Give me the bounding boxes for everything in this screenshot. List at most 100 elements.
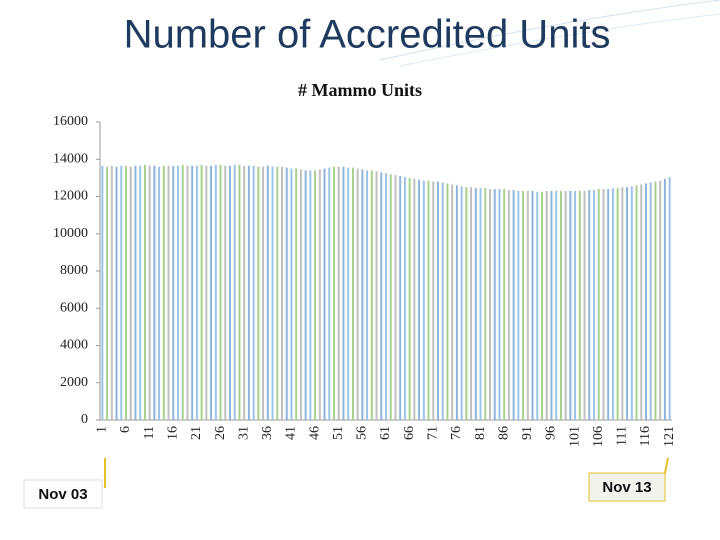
y-tick-label: 2000 (60, 375, 88, 390)
bar (635, 185, 638, 420)
bar (328, 167, 331, 420)
annotation: Nov 03 (38, 486, 87, 503)
bar (645, 183, 647, 420)
bar (181, 164, 184, 420)
x-tick-label: 71 (425, 426, 440, 440)
y-tick-label: 4000 (60, 338, 88, 353)
bar (385, 173, 387, 420)
x-tick-label: 1 (95, 426, 110, 433)
bar (451, 184, 454, 420)
bar (408, 177, 411, 420)
decor (379, 0, 720, 61)
x-tick-label: 81 (473, 426, 488, 440)
slide-title: Number of Accredited Units (124, 13, 611, 57)
x-tick-label: 76 (449, 426, 464, 440)
bar (663, 178, 666, 420)
bar (266, 165, 269, 420)
bar (517, 190, 520, 420)
bar (276, 166, 279, 420)
y-tick-label: 10000 (53, 226, 88, 241)
bar (257, 166, 260, 420)
bar (224, 165, 227, 420)
bar (162, 165, 165, 420)
bar (356, 168, 359, 420)
bar (148, 165, 151, 420)
bar (668, 176, 671, 420)
bar (186, 165, 189, 420)
bar (432, 181, 435, 420)
bar (422, 180, 425, 420)
x-tick-label: 11 (142, 426, 157, 439)
decor (399, 13, 720, 67)
x-tick-label: 116 (638, 426, 653, 446)
bar (281, 166, 283, 420)
x-tick-label: 101 (567, 426, 582, 447)
y-tick-label: 12000 (53, 189, 88, 204)
bar (479, 188, 482, 420)
x-tick-label: 96 (544, 426, 559, 440)
bar (460, 186, 463, 420)
bar (375, 171, 378, 420)
chart-title: # Mammo Units (298, 80, 422, 100)
x-tick-label: 36 (260, 426, 275, 440)
bar (200, 164, 203, 420)
x-tick-label: 56 (355, 426, 370, 440)
bar (597, 189, 600, 420)
y-tick-label: 0 (81, 412, 88, 427)
bar (370, 170, 373, 420)
bar (115, 166, 118, 420)
bar (351, 167, 354, 420)
x-tick-label: 61 (378, 426, 393, 440)
y-tick-label: 16000 (53, 114, 88, 129)
bar (574, 190, 577, 420)
bar (318, 169, 321, 420)
bar (403, 176, 406, 420)
bar (427, 180, 430, 420)
bar (389, 174, 392, 420)
annotation-box (23, 479, 103, 509)
bar (659, 180, 662, 420)
bar (129, 166, 132, 420)
bar (621, 187, 624, 420)
y-tick-label: 6000 (60, 300, 88, 315)
bar (611, 188, 614, 420)
x-tick-label: 41 (284, 426, 299, 440)
bar (413, 178, 416, 420)
bar (503, 189, 506, 420)
bar (493, 189, 496, 420)
bar (489, 189, 491, 420)
bar (578, 190, 581, 420)
bar (437, 181, 439, 420)
x-tick-label: 111 (615, 426, 630, 446)
x-tick-label: 46 (307, 426, 322, 440)
bar (333, 166, 335, 420)
bar (139, 165, 142, 420)
bar (290, 168, 293, 420)
bar (455, 185, 458, 420)
bar (654, 181, 657, 420)
bar (541, 191, 543, 420)
bar (593, 189, 595, 420)
bar (110, 165, 113, 420)
x-tick-label: 26 (213, 426, 228, 440)
bar (247, 165, 250, 420)
bar (602, 189, 605, 420)
bar (394, 175, 397, 420)
bar (564, 190, 567, 420)
bar (125, 165, 127, 420)
x-tick-label: 51 (331, 426, 346, 440)
annotation-box (588, 472, 666, 502)
bar (238, 164, 241, 420)
bar (210, 165, 213, 420)
bar (446, 183, 449, 420)
x-tick-label: 16 (165, 426, 180, 440)
bar (158, 166, 161, 420)
bar (342, 166, 345, 420)
bar (285, 167, 288, 420)
bar (167, 165, 170, 420)
bar (304, 170, 307, 420)
bar (106, 166, 109, 420)
bar (630, 186, 633, 420)
bar (526, 190, 529, 420)
bar (607, 189, 610, 420)
